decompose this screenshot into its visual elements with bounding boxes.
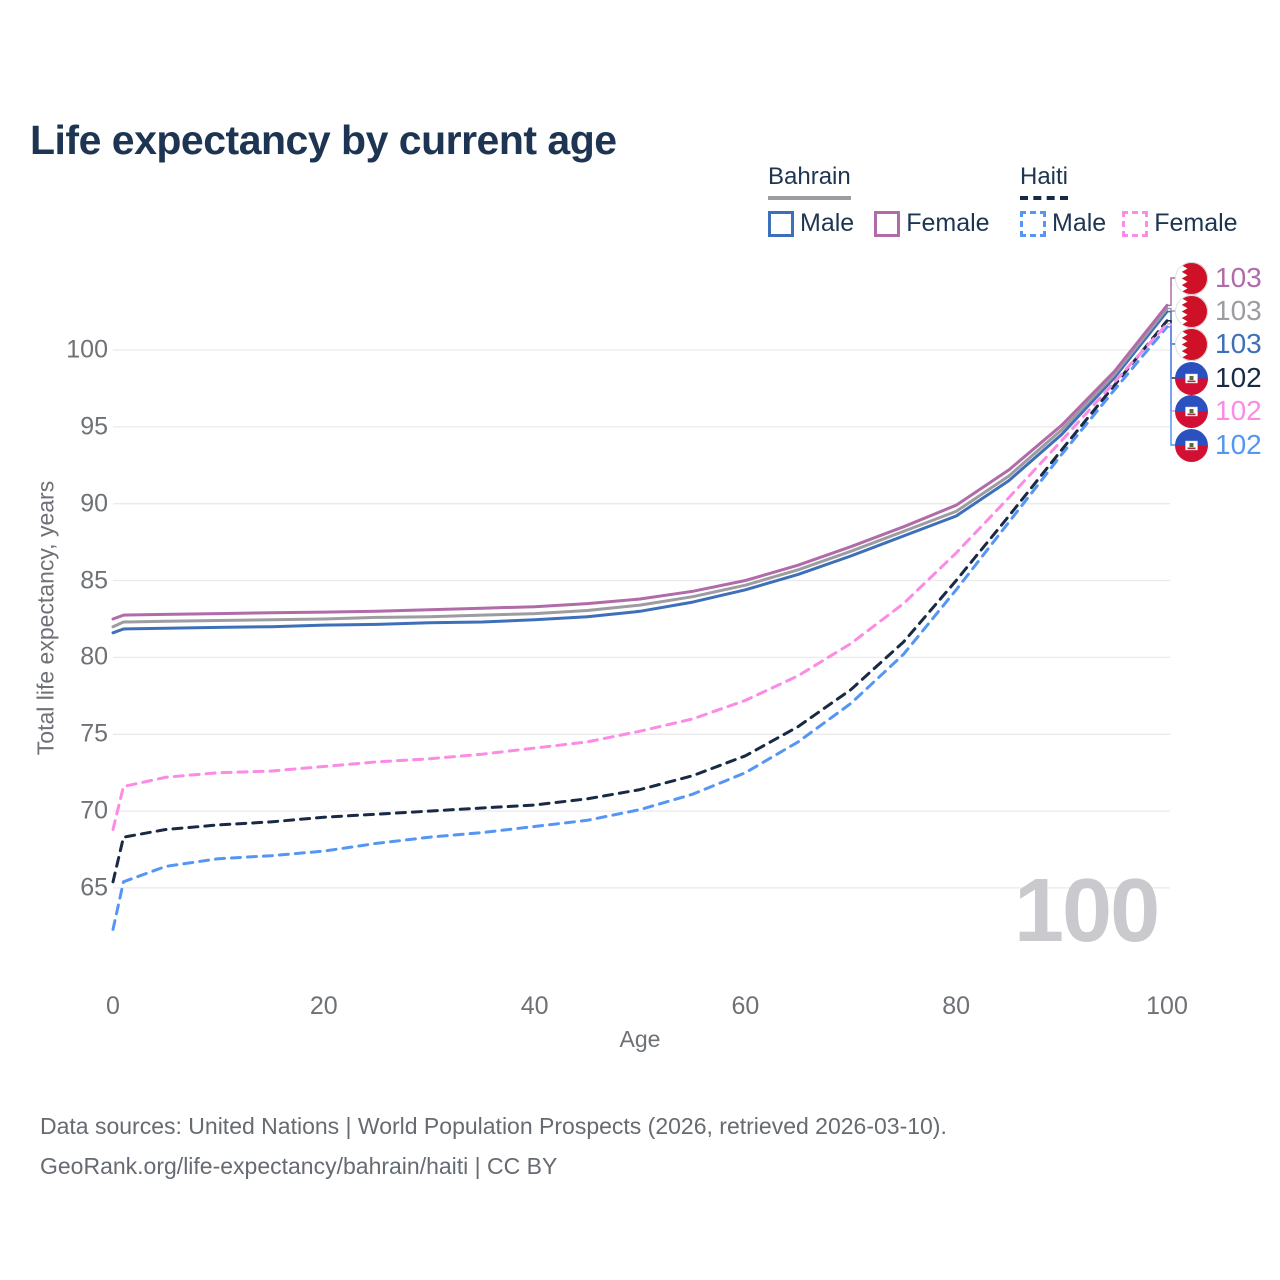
x-tick-label: 40	[520, 992, 549, 1020]
legend-group-haiti: Haiti Male Female	[1020, 163, 1238, 238]
legend-item-bahrain-female[interactable]: Female	[874, 209, 990, 238]
leader-line-haiti-male	[1167, 326, 1176, 446]
y-tick-label: 75	[80, 719, 108, 748]
legend-group-bahrain: Bahrain Male Female	[768, 163, 990, 238]
footer: Data sources: United Nations | World Pop…	[40, 1106, 947, 1186]
line-haiti-total[interactable]	[111, 319, 1169, 884]
end-value-text: 103	[1215, 328, 1262, 359]
leader-line-bahrain-total	[1167, 307, 1176, 312]
gridlines	[113, 349, 1170, 889]
legend-item-bahrain-male[interactable]: Male	[768, 209, 854, 238]
y-tick-label: 85	[80, 566, 108, 595]
legend-items-haiti: Male Female	[1020, 209, 1238, 238]
footer-attribution: GeoRank.org/life-expectancy/bahrain/hait…	[40, 1153, 558, 1179]
y-tick-label: 95	[80, 412, 108, 441]
x-tick-label: 60	[731, 992, 760, 1020]
haiti-flag-icon	[1175, 361, 1208, 395]
legend-item-label: Female	[1154, 209, 1238, 237]
x-tick-label: 80	[942, 992, 971, 1020]
end-value-label-bahrain-female: 103	[1175, 261, 1262, 295]
end-value-text: 103	[1215, 262, 1262, 293]
y-tick-label: 70	[80, 796, 108, 825]
y-tick-label: 80	[80, 642, 108, 671]
end-value-label-haiti-male: 102	[1175, 428, 1262, 462]
line-haiti-male[interactable]	[111, 325, 1169, 931]
end-value-label-bahrain-male: 103	[1175, 327, 1262, 361]
haiti-male-swatch-icon	[1020, 210, 1046, 237]
x-tick-label: 0	[106, 992, 120, 1020]
end-value-text: 102	[1215, 429, 1262, 460]
legend-title-bahrain[interactable]: Bahrain	[768, 163, 851, 200]
page-title: Life expectancy by current age	[30, 117, 617, 164]
bahrain-male-swatch-icon	[768, 210, 794, 237]
x-tick-label: 100	[1146, 992, 1188, 1020]
line-bahrain-total[interactable]	[111, 307, 1169, 629]
legend-item-haiti-male[interactable]: Male	[1020, 209, 1106, 238]
haiti-flag-icon	[1175, 428, 1208, 462]
end-value-label-haiti-total: 102	[1175, 361, 1262, 395]
watermark-age-100: 100	[1014, 861, 1160, 961]
footer-data-sources: Data sources: United Nations | World Pop…	[40, 1113, 947, 1139]
end-value-label-haiti-female: 102	[1175, 394, 1262, 428]
y-tick-label: 100	[66, 335, 108, 364]
x-tick-label: 20	[309, 992, 338, 1020]
legend-title-haiti[interactable]: Haiti	[1020, 163, 1069, 200]
bahrain-flag-icon	[1175, 261, 1208, 295]
haiti-flag-icon	[1175, 394, 1208, 428]
legend-item-label: Male	[800, 209, 855, 237]
bahrain-female-swatch-icon	[874, 210, 901, 237]
line-bahrain-male[interactable]	[111, 310, 1169, 635]
y-tick-label: 65	[80, 873, 108, 902]
y-axis-title: Total life expectancy, years	[32, 480, 59, 756]
haiti-female-swatch-icon	[1122, 210, 1149, 237]
leader-line-bahrain-female	[1167, 277, 1176, 307]
legend-item-label: Female	[906, 209, 990, 237]
x-axis-title: Age	[619, 1026, 661, 1052]
legend-item-label: Male	[1052, 209, 1107, 237]
end-value-text: 103	[1215, 295, 1262, 326]
bahrain-flag-icon	[1175, 294, 1208, 328]
line-bahrain-female[interactable]	[111, 303, 1169, 621]
bahrain-flag-icon	[1175, 327, 1208, 361]
y-tick-label: 90	[80, 489, 108, 518]
end-value-text: 102	[1215, 395, 1262, 426]
legend-item-haiti-female[interactable]: Female	[1122, 209, 1238, 238]
end-value-label-bahrain-total: 103	[1175, 294, 1262, 328]
end-value-text: 102	[1215, 362, 1262, 393]
line-haiti-female[interactable]	[111, 322, 1169, 831]
legend-items-bahrain: Male Female	[768, 209, 990, 238]
